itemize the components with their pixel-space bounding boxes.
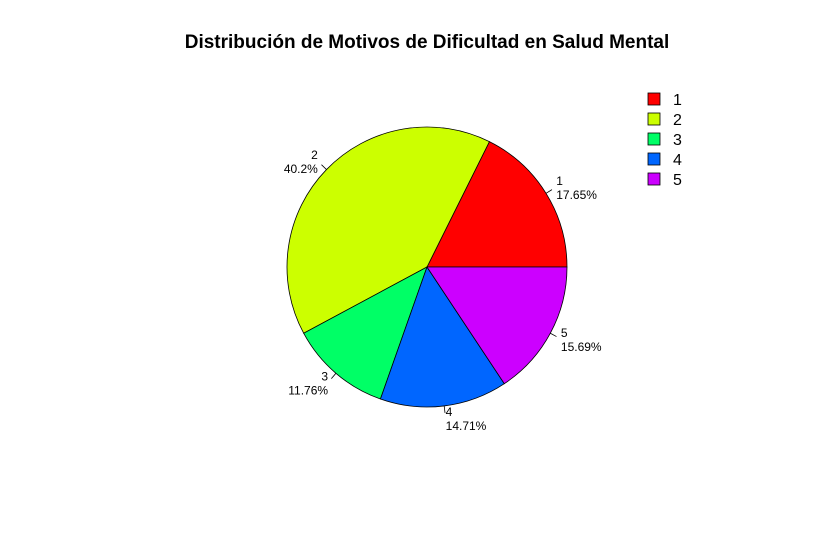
legend-swatch-3	[647, 132, 661, 146]
legend-swatch-4	[647, 152, 661, 166]
chart-title: Distribución de Motivos de Dificultad en…	[185, 32, 670, 53]
pie-slice-3	[303, 266, 428, 400]
legend-swatch-1	[647, 92, 661, 106]
slice-tick-4	[443, 405, 446, 413]
slice-label-3: 3 11.76%	[288, 369, 328, 397]
slice-label-2: 2 40.2%	[284, 148, 318, 176]
pie-slices	[286, 126, 568, 408]
legend-label-3: 3	[673, 132, 682, 149]
legend-label-1: 1	[673, 92, 682, 109]
legend: 1 2 3 4 5	[647, 92, 682, 189]
slice-label-1: 1 17.65%	[556, 174, 597, 202]
pie-slice-5	[426, 266, 568, 385]
slice-label-4: 4 14.71%	[446, 405, 487, 433]
slice-tick-5	[550, 332, 557, 337]
legend-swatch-2	[647, 112, 661, 126]
legend-swatch-5	[647, 172, 661, 186]
legend-label-4: 4	[673, 152, 682, 169]
legend-label-5: 5	[673, 172, 682, 189]
slice-tick-3	[331, 373, 337, 379]
slice-label-5: 5 15.69%	[561, 326, 602, 354]
slice-labels: 1 17.65% 2 40.2% 3 11.76% 4 14.71% 5 15.69%	[284, 148, 602, 433]
legend-label-2: 2	[673, 112, 682, 129]
slice-tick-2	[321, 164, 327, 170]
slice-tick-1	[545, 189, 553, 194]
